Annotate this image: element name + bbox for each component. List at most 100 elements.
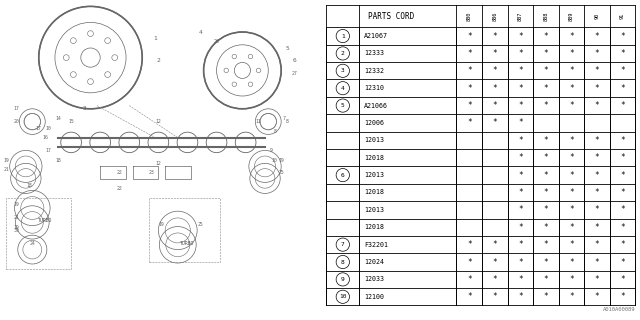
Text: *: * [467, 258, 472, 267]
Text: *: * [620, 136, 625, 145]
Text: PARTS CORD: PARTS CORD [368, 12, 415, 20]
Text: *: * [543, 136, 548, 145]
Text: 8: 8 [286, 119, 289, 124]
Text: *: * [569, 84, 573, 93]
Text: 880: 880 [467, 12, 472, 21]
Text: *: * [595, 136, 599, 145]
Text: *: * [518, 240, 523, 249]
Text: 12024: 12024 [364, 259, 384, 265]
Text: *: * [543, 32, 548, 41]
Text: 18: 18 [26, 183, 32, 188]
Text: *: * [492, 118, 497, 127]
Text: *: * [569, 101, 573, 110]
Text: *: * [595, 66, 599, 75]
Text: 7: 7 [283, 116, 286, 121]
Text: 12013: 12013 [364, 137, 384, 143]
Text: 12100: 12100 [364, 294, 384, 300]
Text: 8: 8 [341, 260, 345, 265]
Text: *: * [595, 153, 599, 162]
Text: *: * [620, 240, 625, 249]
Text: *: * [620, 292, 625, 301]
Text: 12033: 12033 [364, 276, 384, 282]
Text: 21: 21 [4, 167, 10, 172]
Text: *: * [543, 275, 548, 284]
Text: 19: 19 [13, 225, 19, 230]
Text: *: * [518, 66, 523, 75]
Text: *: * [518, 258, 523, 267]
Text: 9: 9 [341, 277, 345, 282]
Text: *: * [595, 188, 599, 197]
Text: 22: 22 [116, 170, 122, 175]
Text: *: * [543, 84, 548, 93]
Text: *: * [620, 188, 625, 197]
Text: *: * [569, 240, 573, 249]
Text: TURBO: TURBO [38, 218, 52, 223]
Text: *: * [620, 171, 625, 180]
Text: *: * [620, 84, 625, 93]
Text: 1: 1 [153, 36, 157, 41]
Text: 12006: 12006 [364, 120, 384, 126]
Text: *: * [543, 240, 548, 249]
Text: *: * [595, 275, 599, 284]
Text: *: * [595, 49, 599, 58]
Text: 12013: 12013 [364, 207, 384, 213]
Text: 4: 4 [198, 29, 202, 35]
Text: A21066: A21066 [364, 103, 388, 108]
Text: *: * [620, 32, 625, 41]
Text: *: * [595, 258, 599, 267]
Text: 26: 26 [214, 39, 220, 44]
Text: *: * [620, 101, 625, 110]
Text: *: * [492, 49, 497, 58]
Text: *: * [518, 118, 523, 127]
Text: 17: 17 [13, 106, 19, 111]
Text: A010A00089: A010A00089 [603, 307, 636, 312]
Text: *: * [595, 171, 599, 180]
Text: *: * [620, 153, 625, 162]
Text: *: * [569, 136, 573, 145]
Text: 6: 6 [292, 58, 296, 63]
Text: *: * [543, 101, 548, 110]
Text: *: * [518, 275, 523, 284]
Text: *: * [467, 84, 472, 93]
Text: *: * [595, 223, 599, 232]
Text: 16: 16 [42, 135, 48, 140]
Text: *: * [543, 188, 548, 197]
Text: 12333: 12333 [364, 51, 384, 56]
Text: *: * [543, 223, 548, 232]
Text: *: * [595, 292, 599, 301]
Text: 9: 9 [270, 148, 273, 153]
Text: 23: 23 [149, 170, 155, 175]
Text: *: * [620, 66, 625, 75]
Text: *: * [569, 153, 573, 162]
Text: 19: 19 [13, 202, 19, 207]
Text: *: * [467, 66, 472, 75]
Text: 90: 90 [595, 13, 600, 19]
Text: 91: 91 [620, 13, 625, 19]
Text: 19: 19 [4, 157, 10, 163]
Text: *: * [620, 258, 625, 267]
Text: *: * [620, 275, 625, 284]
Text: 12: 12 [156, 161, 161, 166]
Text: *: * [569, 32, 573, 41]
Text: 25: 25 [198, 221, 204, 227]
Text: *: * [518, 84, 523, 93]
Text: 12310: 12310 [364, 85, 384, 91]
Text: *: * [467, 118, 472, 127]
Text: 24: 24 [29, 241, 35, 246]
Text: 5: 5 [341, 103, 345, 108]
Text: *: * [569, 223, 573, 232]
Text: *: * [492, 292, 497, 301]
Text: F32201: F32201 [364, 242, 388, 248]
Text: *: * [595, 205, 599, 214]
Text: 888: 888 [543, 12, 548, 21]
Text: 17: 17 [36, 125, 42, 131]
Text: *: * [467, 292, 472, 301]
Text: *: * [492, 32, 497, 41]
Text: 8: 8 [273, 129, 276, 134]
Text: 10: 10 [45, 125, 51, 131]
Text: *: * [467, 240, 472, 249]
Text: *: * [543, 292, 548, 301]
Text: *: * [569, 188, 573, 197]
Text: *: * [492, 84, 497, 93]
Text: *: * [467, 275, 472, 284]
